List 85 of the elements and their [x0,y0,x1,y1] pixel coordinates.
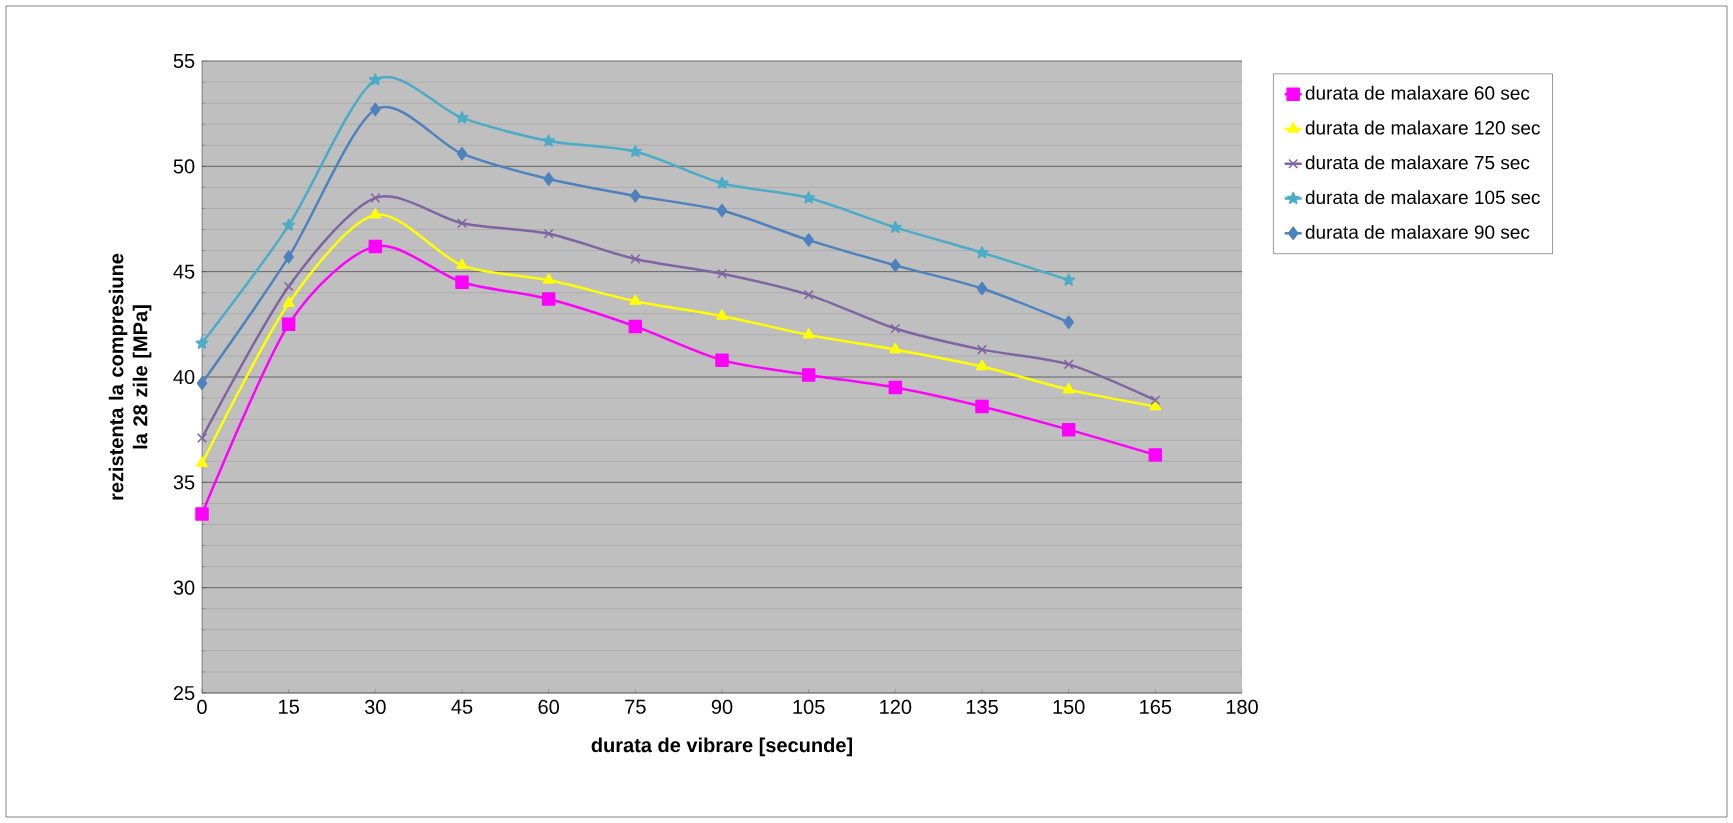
x-tick-label: 90 [711,699,733,715]
point [455,275,469,289]
point [630,254,641,265]
point [630,189,641,203]
point [457,218,467,229]
point [197,433,207,444]
y-tick-label: 50 [173,159,195,174]
y-tick-label: 30 [173,580,195,595]
point [629,294,642,305]
point [282,218,296,231]
point [1063,359,1074,370]
legend-label: durata de malaxare 90 sec [1305,224,1530,239]
point [716,203,728,218]
point [456,258,468,270]
x-tick-label: 105 [793,699,825,715]
point [975,399,989,414]
point [283,250,294,264]
y-tick-label: 55 [173,54,195,68]
point [717,268,727,279]
point [541,292,556,306]
legend-label: durata de malaxare 120 sec [1305,120,1540,135]
point [1150,395,1161,406]
point [281,317,296,332]
point [195,336,209,349]
point [369,208,382,219]
y-tick-label: 45 [173,264,195,279]
point [542,273,555,284]
point [977,344,987,355]
x-tick-label: 75 [625,699,646,714]
point [196,376,208,391]
point [801,368,816,382]
point [803,289,814,300]
point [368,239,383,254]
legend-label: durata de malaxare 105 sec [1305,190,1540,205]
x-tick-label: 45 [451,699,473,714]
point [1062,273,1076,286]
y-tick-label: 35 [173,475,195,490]
point [802,191,816,204]
point [888,380,903,395]
point [455,111,469,124]
point [1149,399,1162,411]
point [1061,422,1076,437]
point [1063,315,1074,329]
legend-label: durata de malaxare 75 sec [1305,155,1530,170]
x-tick-label: 150 [1053,699,1085,715]
x-tick-label: 15 [279,699,299,714]
point [542,134,556,147]
point [195,507,209,521]
x-tick-label: 135 [966,699,998,715]
x-tick-label: 165 [1140,699,1172,715]
point [890,258,901,273]
point [1062,382,1075,394]
point [715,353,729,367]
point [890,323,901,334]
x-axis-title: durata de vibrare [secunde] [591,737,852,757]
legend-label: durata de malaxare 60 sec [1305,85,1530,100]
point [370,102,381,117]
x-tick-label: 120 [880,699,912,715]
point [888,220,902,234]
point [543,172,554,186]
point [628,319,643,334]
y-tick-label: 40 [173,369,195,385]
point [803,233,814,247]
point [976,359,988,371]
x-tick-label: 180 [1226,699,1258,715]
y-axis-title: rezistenta la compresiune la 28 zile [MPa] [108,253,152,500]
point [1148,448,1163,462]
point [976,281,988,296]
point [975,245,989,259]
point [543,228,554,239]
point [628,144,642,158]
x-tick-label: 0 [197,699,207,715]
point [283,281,294,292]
point [196,456,208,468]
point [282,296,295,308]
point [889,342,902,354]
x-tick-label: 60 [538,699,559,715]
y-tick-label: 25 [173,685,195,701]
x-tick-label: 30 [364,699,386,715]
point [456,146,468,161]
point [715,176,729,189]
point [368,73,382,86]
point [370,192,381,203]
point [802,328,815,339]
point [716,309,728,320]
